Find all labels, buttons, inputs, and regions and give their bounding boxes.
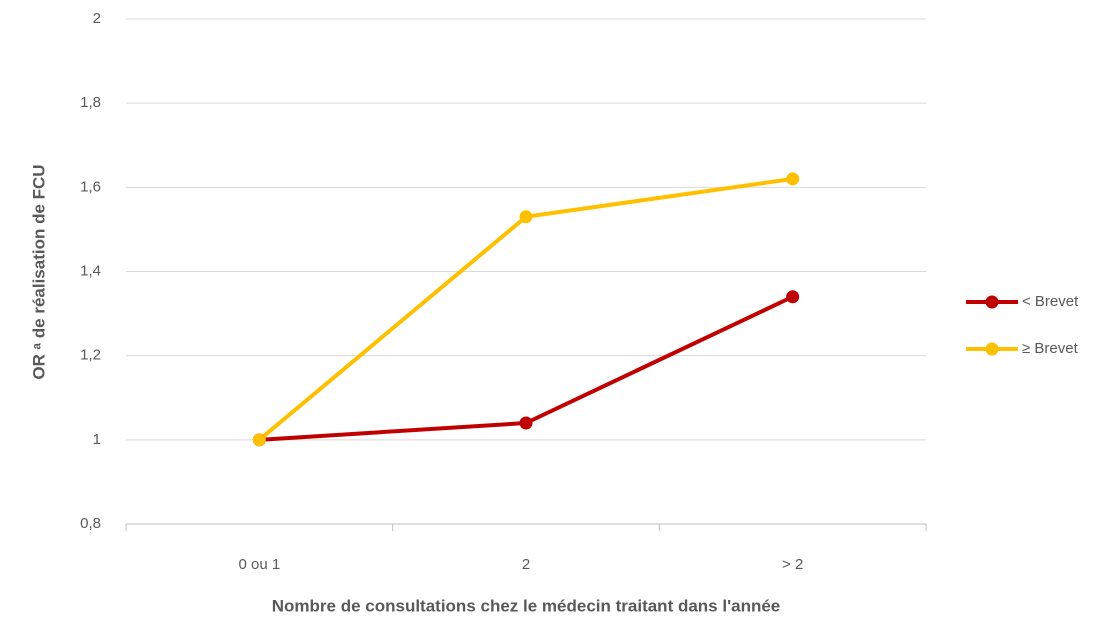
y-axis-title: OR ᵃ de réalisation de FCU xyxy=(29,164,48,379)
y-tick-label: 2 xyxy=(93,10,101,27)
data-point xyxy=(519,210,533,224)
y-tick-label: 1,8 xyxy=(80,94,101,111)
data-point xyxy=(519,416,533,430)
data-point xyxy=(786,290,800,304)
x-tick-label: 2 xyxy=(522,556,530,573)
y-tick-label: 0,8 xyxy=(80,515,101,532)
legend-marker xyxy=(985,342,999,356)
legend-marker xyxy=(985,295,999,309)
legend-label: ≥ Brevet xyxy=(1022,340,1079,357)
x-axis-title: Nombre de consultations chez le médecin … xyxy=(272,596,781,615)
y-tick-label: 1,2 xyxy=(80,347,101,364)
legend-label: < Brevet xyxy=(1022,293,1079,310)
data-point xyxy=(786,172,800,186)
x-tick-label: > 2 xyxy=(782,556,803,573)
y-tick-label: 1 xyxy=(93,431,101,448)
y-tick-label: 1,6 xyxy=(80,178,101,195)
y-tick-label: 1,4 xyxy=(80,262,101,279)
x-tick-label: 0 ou 1 xyxy=(238,556,280,573)
data-point xyxy=(252,433,266,447)
